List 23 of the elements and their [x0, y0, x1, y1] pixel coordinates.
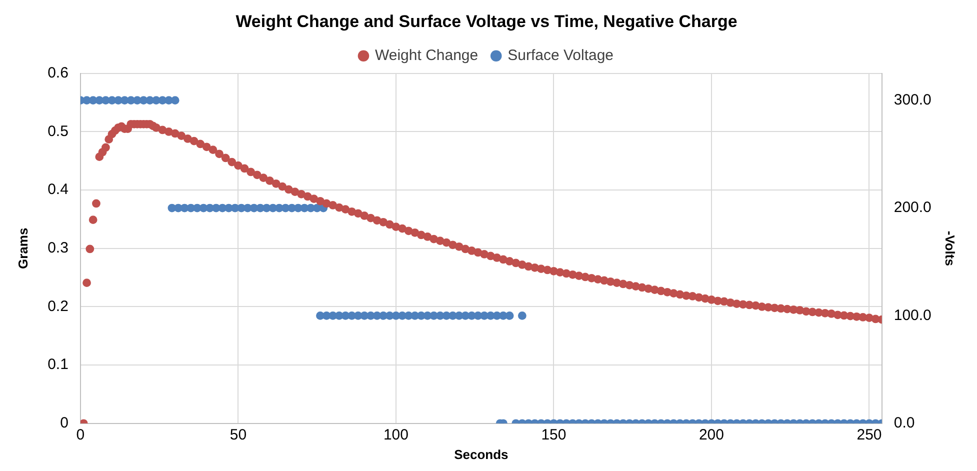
y2-tick-label: 100.0	[894, 306, 932, 324]
legend-label: Surface Voltage	[508, 47, 614, 64]
legend-label: Weight Change	[374, 47, 478, 64]
x-tick-label: 50	[230, 426, 247, 444]
x-tick-label: 150	[541, 426, 566, 444]
y-tick-label: 0.2	[48, 298, 68, 315]
y-tick-label: 0	[60, 414, 68, 432]
y-tick-label: 0.6	[48, 64, 68, 82]
x-tick-label: 250	[856, 426, 882, 444]
y-axis-title: Grams	[15, 228, 30, 269]
y2-tick-label: 0.0	[894, 414, 915, 432]
x-tick-label: 0	[76, 426, 85, 444]
y-tick-label: 0.3	[48, 240, 68, 257]
x-axis-title: Seconds	[454, 446, 508, 462]
y-tick-label: 0.5	[48, 122, 68, 140]
x-tick-label: 200	[698, 426, 724, 444]
y2-tick-label: 200.0	[894, 199, 932, 216]
x-tick-label: 100	[383, 426, 408, 444]
y-tick-label: 0.1	[48, 356, 68, 374]
y-tick-label: 0.4	[48, 181, 68, 198]
y2-tick-label: 300.0	[894, 91, 932, 108]
chart-title: Weight Change and Surface Voltage vs Time, Negative Charge	[236, 12, 738, 31]
y2-axis-title: -Volts	[942, 230, 958, 266]
